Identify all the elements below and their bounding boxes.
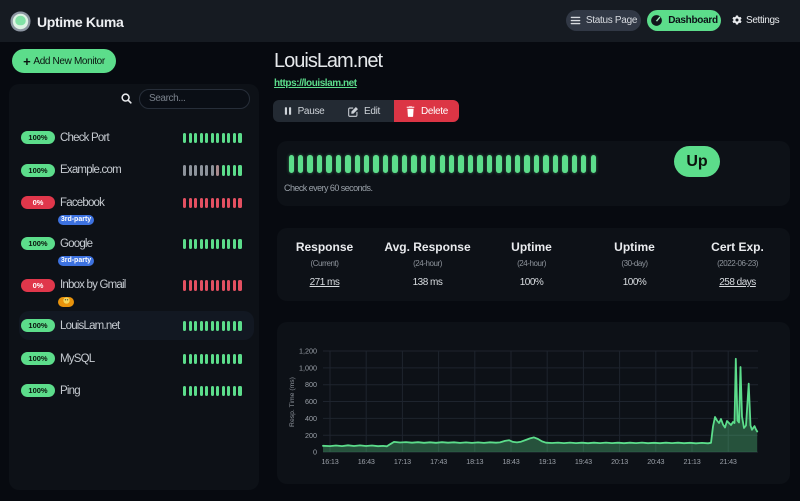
svg-text:21:13: 21:13	[684, 457, 701, 466]
svg-text:0: 0	[313, 448, 317, 457]
svg-text:21:43: 21:43	[720, 457, 737, 466]
svg-text:20:13: 20:13	[611, 457, 628, 466]
svg-text:20:43: 20:43	[647, 457, 664, 466]
svg-text:400: 400	[305, 414, 317, 423]
svg-text:16:13: 16:13	[322, 457, 339, 466]
svg-text:19:13: 19:13	[539, 457, 556, 466]
svg-text:16:43: 16:43	[358, 457, 375, 466]
svg-text:18:43: 18:43	[503, 457, 520, 466]
svg-text:1,200: 1,200	[299, 347, 317, 356]
svg-text:19:43: 19:43	[575, 457, 592, 466]
svg-text:17:13: 17:13	[394, 457, 411, 466]
svg-text:Resp. Time (ms): Resp. Time (ms)	[289, 377, 296, 427]
svg-text:800: 800	[305, 380, 317, 389]
svg-text:1,000: 1,000	[299, 363, 317, 372]
svg-text:18:13: 18:13	[466, 457, 483, 466]
svg-text:600: 600	[305, 397, 317, 406]
svg-text:200: 200	[305, 431, 317, 440]
svg-text:17:43: 17:43	[430, 457, 447, 466]
